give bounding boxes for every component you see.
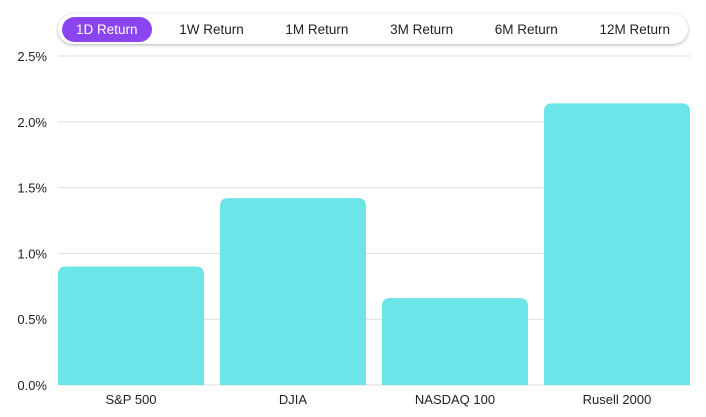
tab-12m-return[interactable]: 12M Return xyxy=(599,21,670,37)
x-tick-label: Rusell 2000 xyxy=(583,392,652,407)
tab-1m-return[interactable]: 1M Return xyxy=(285,21,349,37)
bar-rusell-2000 xyxy=(544,103,690,385)
return-period-tabs: 1D Return 1W Return 1M Return 3M Return … xyxy=(58,14,688,44)
x-tick-label: DJIA xyxy=(279,392,308,407)
tab-1w-return[interactable]: 1W Return xyxy=(179,21,244,37)
tab-1d-return[interactable]: 1D Return xyxy=(62,16,152,42)
y-tick-label: 2.0% xyxy=(17,115,47,130)
tab-3m-return[interactable]: 3M Return xyxy=(390,21,454,37)
y-tick-label: 1.5% xyxy=(17,181,47,196)
y-tick-label: 0.5% xyxy=(17,312,47,327)
tab-6m-return[interactable]: 6M Return xyxy=(494,21,558,37)
bar-s-p-500 xyxy=(58,266,204,385)
x-tick-label: NASDAQ 100 xyxy=(415,392,495,407)
bar-nasdaq-100 xyxy=(382,298,528,385)
x-tick-label: S&P 500 xyxy=(105,392,156,407)
y-tick-label: 0.0% xyxy=(17,378,47,393)
y-tick-label: 2.5% xyxy=(17,49,47,64)
bar-djia xyxy=(220,198,366,385)
y-tick-label: 1.0% xyxy=(17,246,47,261)
